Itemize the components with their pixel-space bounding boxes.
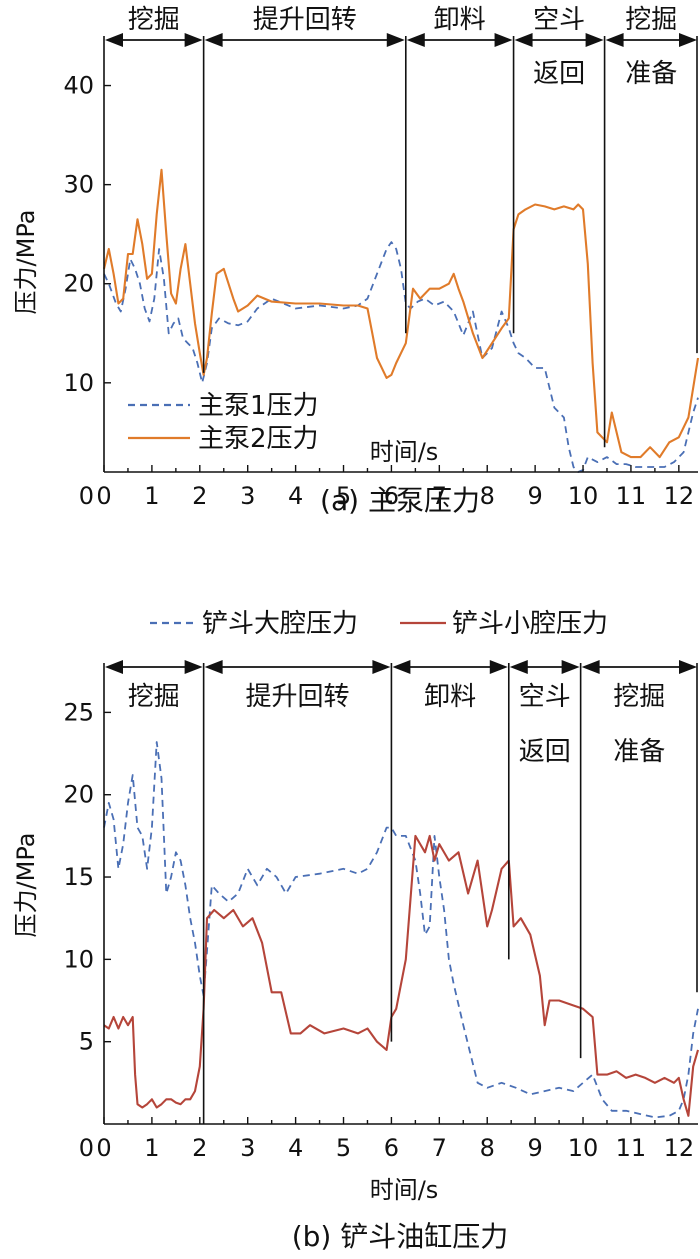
- phase-arrow-head-left: [392, 660, 411, 674]
- x-tick-label: 11: [616, 1134, 647, 1162]
- phase-label-line2: 返回: [519, 737, 571, 767]
- legend-label: 主泵1压力: [198, 391, 319, 421]
- y-tick-label: 40: [63, 72, 94, 100]
- phase-label: 卸料: [424, 682, 476, 712]
- phase-label: 卸料: [434, 5, 486, 35]
- phase-dividers: [202, 663, 698, 1124]
- phase-arrow-head-left: [204, 33, 223, 47]
- y-tick-label: 10: [63, 945, 94, 973]
- phase-label: 挖掘: [625, 5, 677, 35]
- phase-label: 挖掘: [613, 682, 665, 712]
- series-line-1: [103, 741, 699, 1119]
- x-axis-label: 时间/s: [370, 438, 439, 466]
- origin-tick-label: 0: [79, 1134, 94, 1162]
- legend-label: 铲斗大腔压力: [202, 609, 358, 639]
- phase-arrow-head-left: [514, 33, 533, 47]
- x-tick-label: 6: [384, 482, 399, 510]
- phase-arrow-head-left: [105, 660, 123, 674]
- x-axis-label: 时间/s: [370, 1176, 439, 1204]
- series-line-1: [103, 241, 699, 473]
- x-tick-label: 7: [432, 1134, 447, 1162]
- phase-arrow-head-right: [184, 33, 203, 47]
- phase-arrow-head-right: [489, 660, 508, 674]
- plot-area: [102, 168, 700, 473]
- y-tick-label: 20: [63, 781, 94, 809]
- phase-label-line2: 返回: [533, 59, 585, 89]
- x-tick-label: 0: [96, 482, 111, 510]
- x-tick-label: 12: [664, 482, 695, 510]
- x-tick-label: 10: [568, 1134, 599, 1162]
- x-tick-label: 1: [144, 1134, 159, 1162]
- phase-arrow-head-right: [679, 660, 697, 674]
- x-tick-label: 5: [336, 1134, 351, 1162]
- phase-arrow-head-right: [372, 660, 391, 674]
- legend-label: 铲斗小腔压力: [452, 609, 608, 639]
- series-line-2: [103, 834, 700, 1117]
- phase-arrow-head-left: [204, 660, 223, 674]
- phase-label: 提升回转: [246, 682, 350, 712]
- x-tick-label: 2: [192, 482, 207, 510]
- chart-caption: (a) 主泵压力: [320, 484, 480, 517]
- legend: 铲斗大腔压力 铲斗小腔压力: [150, 609, 608, 639]
- x-tick-label: 0: [96, 1134, 111, 1162]
- phase-arrow-head-right: [184, 660, 203, 674]
- phase-label-line2: 准备: [613, 737, 665, 767]
- phase-arrow-head-left: [406, 33, 425, 47]
- x-tick-label: 12: [664, 1134, 695, 1162]
- phase-label: 空斗: [533, 5, 585, 35]
- phase-dividers: [202, 36, 698, 448]
- x-tick-label: 7: [432, 482, 447, 510]
- chart-caption: (b) 铲斗油缸压力: [292, 1220, 509, 1253]
- phase-label: 挖掘: [128, 5, 180, 35]
- x-tick-label: 9: [527, 482, 542, 510]
- phase-label: 提升回转: [253, 5, 357, 35]
- y-tick-label: 20: [63, 270, 94, 298]
- x-tick-label: 5: [336, 482, 351, 510]
- x-tick-label: 9: [527, 1134, 542, 1162]
- phase-arrow-head-left: [509, 660, 528, 674]
- x-tick-label: 11: [616, 482, 647, 510]
- x-tick-label: 1: [144, 482, 159, 510]
- phase-arrow-head-right: [561, 660, 580, 674]
- plot-area: [103, 741, 700, 1119]
- phase-label: 挖掘: [128, 682, 180, 712]
- y-tick-label: 5: [79, 1028, 94, 1056]
- y-tick-label: 30: [63, 171, 94, 199]
- x-tick-label: 3: [240, 482, 255, 510]
- phase-arrow-head-right: [386, 33, 405, 47]
- y-tick-label: 15: [63, 863, 94, 891]
- phase-label: 空斗: [519, 682, 571, 712]
- x-tick-label: 8: [480, 482, 495, 510]
- x-tick-label: 2: [192, 1134, 207, 1162]
- phase-label-line2: 准备: [625, 59, 677, 89]
- x-tick-label: 6: [384, 1134, 399, 1162]
- x-tick-label: 3: [240, 1134, 255, 1162]
- x-tick-label: 4: [288, 1134, 303, 1162]
- phase-arrow-head-right: [494, 33, 513, 47]
- x-tick-label: 10: [568, 482, 599, 510]
- phase-arrow-head-right: [679, 33, 697, 47]
- phase-arrow-head-left: [105, 33, 123, 47]
- y-axis-label: 压力/MPa: [12, 210, 40, 315]
- y-axis-label: 压力/MPa: [12, 833, 40, 938]
- phase-arrow-head-left: [605, 33, 624, 47]
- phase-arrow-head-left: [581, 660, 600, 674]
- phase-arrow-head-right: [585, 33, 604, 47]
- series-line-2: [102, 168, 700, 459]
- x-tick-label: 4: [288, 482, 303, 510]
- y-tick-label: 25: [63, 698, 94, 726]
- origin-tick-label: 0: [79, 482, 94, 510]
- x-tick-label: 8: [480, 1134, 495, 1162]
- legend-label: 主泵2压力: [198, 424, 319, 454]
- y-tick-label: 10: [63, 369, 94, 397]
